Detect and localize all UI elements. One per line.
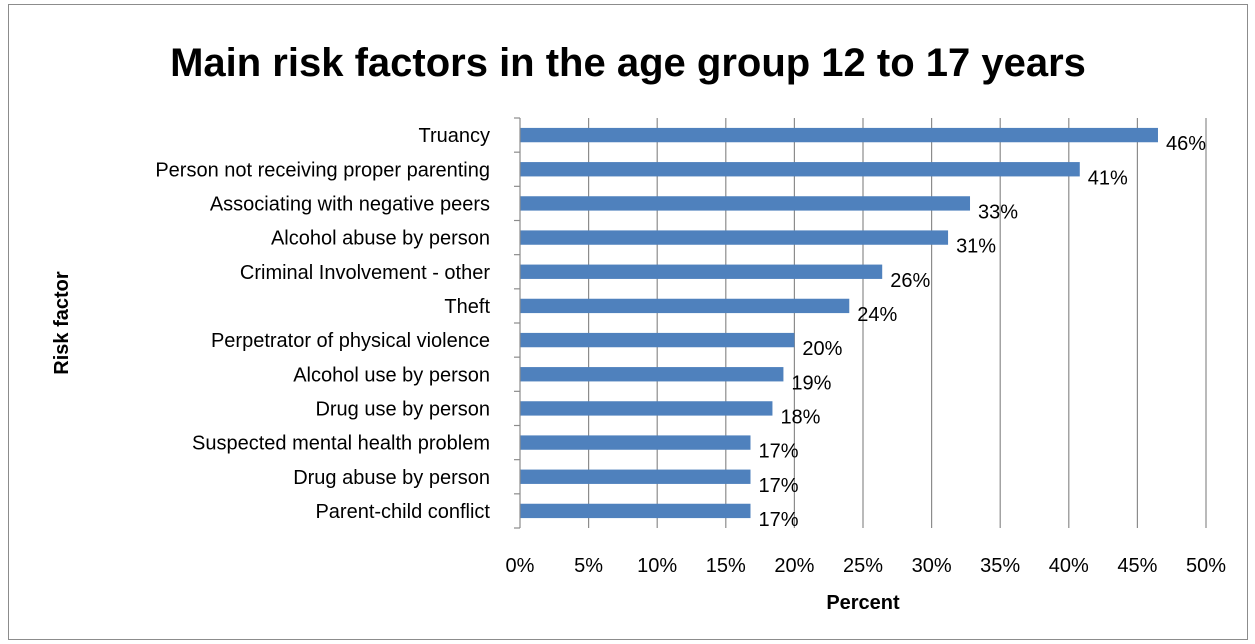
x-tick-label: 35% xyxy=(980,555,1020,577)
bar xyxy=(520,230,949,245)
data-label: 19% xyxy=(791,372,831,394)
data-label: 20% xyxy=(802,338,842,360)
data-label: 26% xyxy=(890,270,930,292)
bar xyxy=(520,162,1080,177)
chart-title: Main risk factors in the age group 12 to… xyxy=(170,41,1086,85)
y-axis-title: Risk factor xyxy=(51,271,73,375)
bar xyxy=(520,401,773,416)
x-tick-label: 45% xyxy=(1117,555,1157,577)
x-tick-label: 40% xyxy=(1049,555,1089,577)
category-label: Drug use by person xyxy=(315,398,490,420)
data-label: 24% xyxy=(857,304,897,326)
bar xyxy=(520,367,784,382)
bar xyxy=(520,298,850,314)
category-label: Parent-child conflict xyxy=(315,501,490,523)
bar xyxy=(520,503,751,519)
category-label: Associating with negative peers xyxy=(210,193,490,215)
x-tick-label: 10% xyxy=(637,555,677,577)
chart-area: Main risk factors in the age group 12 to… xyxy=(8,4,1248,640)
x-tick-label: 20% xyxy=(774,555,814,577)
category-label: Criminal Involvement - other xyxy=(240,262,490,284)
bar xyxy=(520,435,751,450)
x-tick-label: 50% xyxy=(1186,555,1226,577)
category-label: Theft xyxy=(444,296,490,318)
category-label: Suspected mental health problem xyxy=(192,433,490,455)
category-label: Truancy xyxy=(418,125,490,147)
x-axis-title: Percent xyxy=(826,592,900,614)
x-tick-label: 25% xyxy=(843,555,883,577)
bars xyxy=(520,127,1158,519)
data-label: 17% xyxy=(758,475,798,497)
x-tick-label: 15% xyxy=(706,555,746,577)
bar xyxy=(520,127,1158,143)
data-label: 33% xyxy=(978,201,1018,223)
data-label: 17% xyxy=(758,441,798,463)
x-tick-label: 5% xyxy=(574,555,603,577)
labels: 0% 5% 10% 15% 20% 25% 30% 35% 40% 45% 50% Truancy 46… xyxy=(155,125,1226,577)
x-tick-label: 0% xyxy=(506,555,535,577)
bar xyxy=(520,332,795,348)
category-label: Perpetrator of physical violence xyxy=(211,330,490,352)
data-label: 46% xyxy=(1166,133,1206,155)
data-label: 31% xyxy=(956,236,996,258)
gridlines xyxy=(587,118,1207,528)
axes xyxy=(514,117,521,529)
category-label: Person not receiving proper parenting xyxy=(155,159,490,181)
category-label: Alcohol abuse by person xyxy=(271,228,490,250)
x-tick-label: 30% xyxy=(912,555,952,577)
bar xyxy=(520,469,751,484)
bar xyxy=(520,196,971,211)
data-label: 18% xyxy=(780,406,820,428)
data-label: 17% xyxy=(758,509,798,531)
category-label: Alcohol use by person xyxy=(293,364,490,386)
bar xyxy=(520,264,883,279)
data-label: 41% xyxy=(1088,167,1128,189)
category-label: Drug abuse by person xyxy=(293,467,490,489)
